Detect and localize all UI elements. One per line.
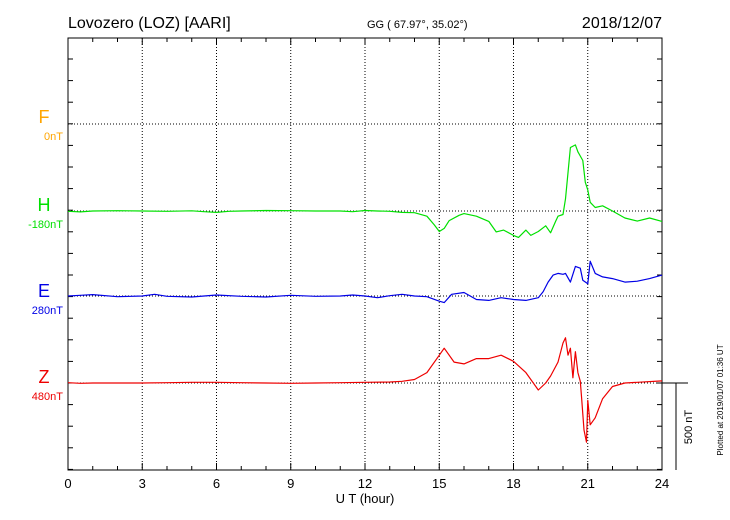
x-tick-label: 9	[287, 476, 294, 491]
x-tick-label: 18	[506, 476, 520, 491]
series-line-e	[67, 260, 663, 304]
series-name-h: H	[38, 195, 51, 215]
axis-ticks: 0 3 6 9 12 15 18 21 24	[64, 38, 669, 491]
series-name-f: F	[39, 107, 50, 127]
scale-bar: 500 nT	[662, 382, 695, 470]
x-tick-label: 21	[581, 476, 595, 491]
series-baseline-h: -180nT	[28, 219, 63, 231]
series-group	[67, 144, 663, 443]
x-tick-label: 24	[655, 476, 669, 491]
date-label: 2018/12/07	[582, 15, 662, 32]
coordinates-label: GG ( 67.97°, 35.02°)	[367, 19, 468, 31]
scale-bar-label: 500 nT	[683, 410, 695, 445]
grid	[68, 38, 662, 470]
series-labels: F 0nT H -180nT E 280nT Z 480nT	[28, 107, 63, 403]
x-tick-label: 15	[432, 476, 446, 491]
series-name-e: E	[38, 281, 50, 301]
x-tick-label: 12	[358, 476, 372, 491]
x-tick-label: 3	[139, 476, 146, 491]
series-baseline-e: 280nT	[32, 305, 63, 317]
series-baseline-z: 480nT	[32, 391, 63, 403]
station-title: Lovozero (LOZ) [AARI]	[68, 15, 231, 32]
series-line-z	[67, 337, 663, 443]
x-tick-label: 0	[64, 476, 71, 491]
x-axis-label: U T (hour)	[336, 491, 395, 506]
plotted-at-note: Plotted at 2019/01/07 01:36 UT	[716, 344, 725, 455]
series-name-z: Z	[39, 367, 50, 387]
series-baseline-f: 0nT	[44, 131, 63, 143]
x-tick-label: 6	[213, 476, 220, 491]
series-line-h	[67, 144, 663, 238]
